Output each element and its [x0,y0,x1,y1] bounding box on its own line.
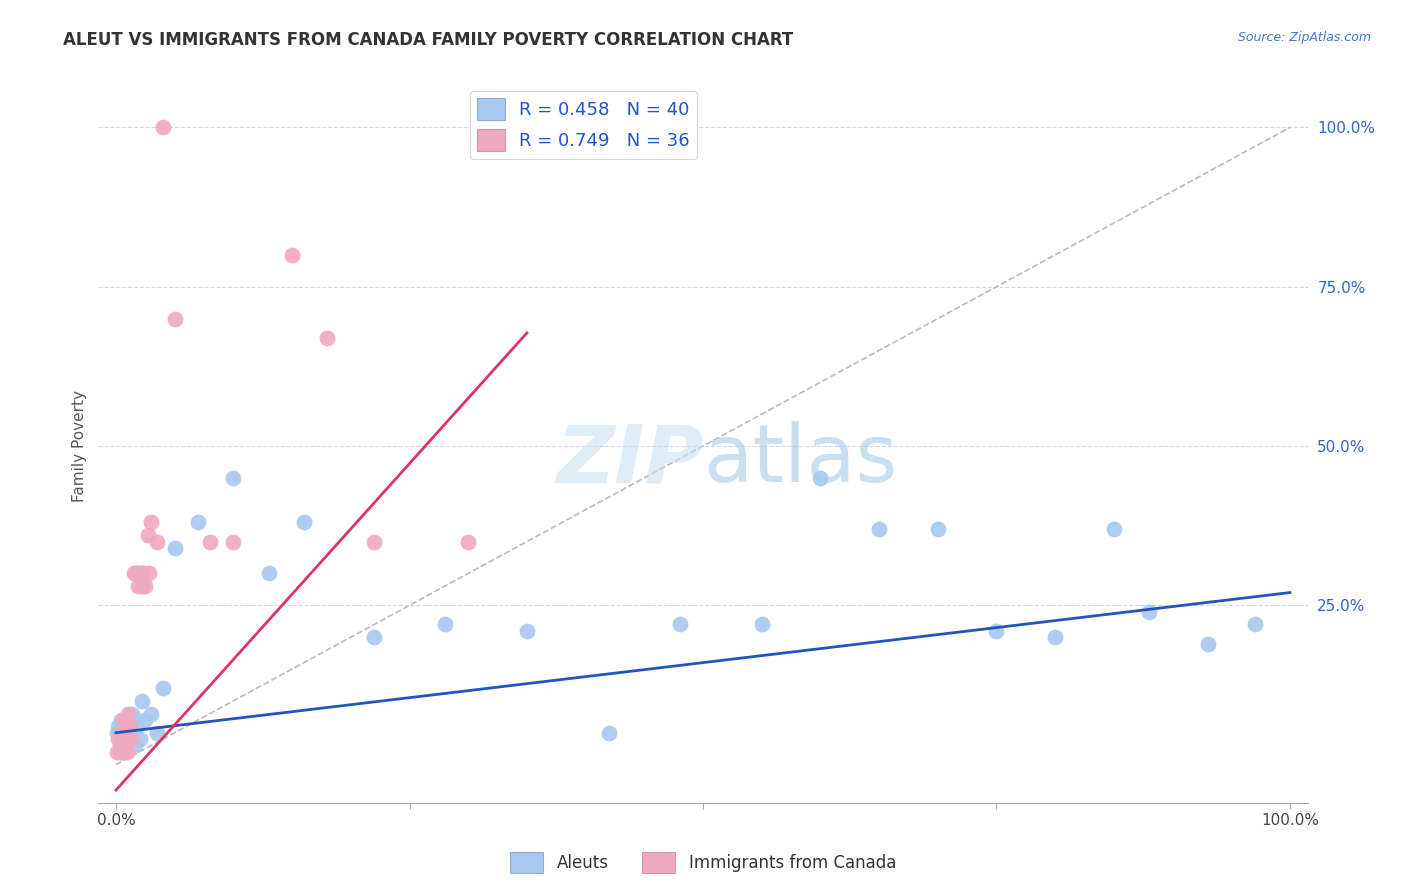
Legend: R = 0.458   N = 40, R = 0.749   N = 36: R = 0.458 N = 40, R = 0.749 N = 36 [470,91,697,159]
Point [120,732,142,747]
Point [146,534,169,549]
Point [152,120,174,135]
Point [117,732,139,747]
Point [107,719,129,733]
Point [111,725,134,739]
Point [118,732,141,747]
Point [138,566,160,581]
Point [146,725,169,739]
Y-axis label: Family Poverty: Family Poverty [72,390,87,502]
Point [107,732,129,747]
Point [163,541,186,555]
Point [1197,636,1219,650]
Text: Source: ZipAtlas.com: Source: ZipAtlas.com [1237,31,1371,45]
Point [136,528,159,542]
Point [132,566,155,581]
Point [433,617,456,632]
Point [108,739,131,753]
Point [120,725,142,739]
Point [122,566,145,581]
Point [1043,630,1066,644]
Point [152,681,174,695]
Point [112,732,135,747]
Point [127,719,149,733]
Text: atlas: atlas [703,421,897,500]
Point [124,566,146,581]
Point [128,732,150,747]
Legend: Aleuts, Immigrants from Canada: Aleuts, Immigrants from Canada [503,846,903,880]
Point [115,745,138,759]
Point [127,566,149,581]
Point [1102,522,1125,536]
Point [112,745,135,759]
Point [105,745,128,759]
Point [516,624,538,638]
Point [112,725,135,739]
Point [110,713,132,727]
Point [112,725,135,739]
Point [114,719,136,733]
Point [129,566,152,581]
Point [187,516,209,530]
Point [131,694,153,708]
Point [115,719,138,733]
Point [808,471,831,485]
Point [868,522,890,536]
Point [457,534,479,549]
Point [598,725,620,739]
Point [198,534,221,549]
Point [134,579,156,593]
Point [112,713,135,727]
Point [110,739,132,753]
Point [363,534,385,549]
Point [1243,617,1265,632]
Text: ALEUT VS IMMIGRANTS FROM CANADA FAMILY POVERTY CORRELATION CHART: ALEUT VS IMMIGRANTS FROM CANADA FAMILY P… [63,31,793,49]
Point [222,534,245,549]
Text: ZIP: ZIP [555,421,703,500]
Point [292,516,315,530]
Point [111,732,134,747]
Point [111,745,134,759]
Point [120,719,142,733]
Point [121,706,143,721]
Point [257,566,280,581]
Point [117,706,139,721]
Point [163,311,186,326]
Point [281,248,304,262]
Point [134,713,156,727]
Point [112,739,135,753]
Point [668,617,690,632]
Point [105,725,128,739]
Point [124,739,146,753]
Point [141,706,163,721]
Point [141,516,163,530]
Point [363,630,385,644]
Point [1137,605,1160,619]
Point [751,617,773,632]
Point [131,579,153,593]
Point [316,331,339,345]
Point [986,624,1008,638]
Point [927,522,949,536]
Point [114,739,136,753]
Point [108,745,131,759]
Point [222,471,245,485]
Point [127,579,149,593]
